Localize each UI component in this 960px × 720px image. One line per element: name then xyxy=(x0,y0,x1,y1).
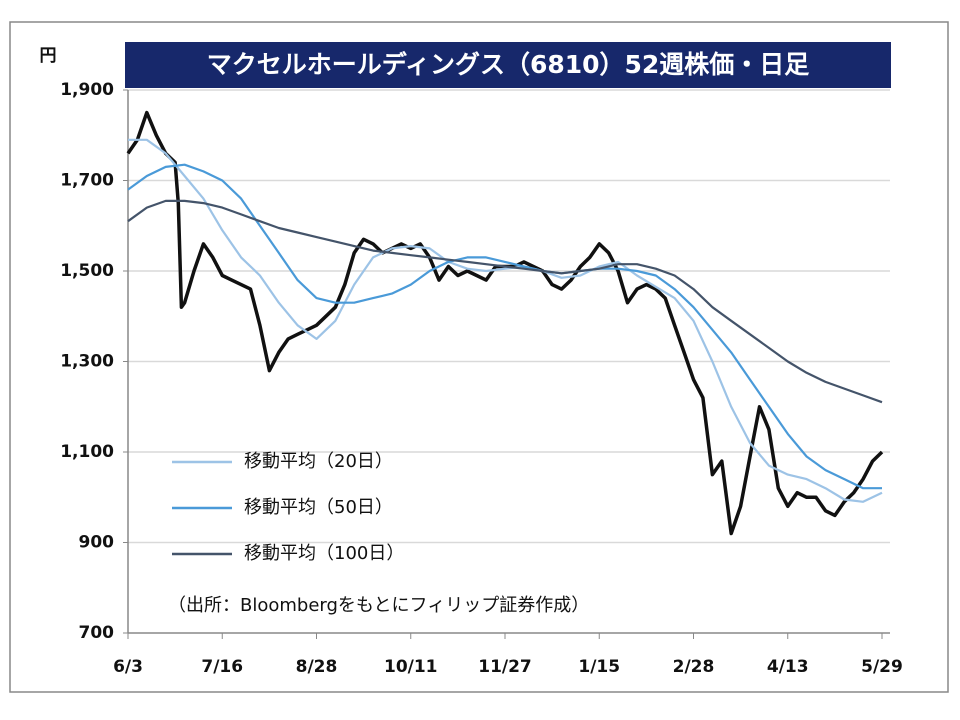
y-tick-label: 1,300 xyxy=(60,352,114,372)
x-tick-label: 4/13 xyxy=(767,657,809,677)
legend-label: 移動平均（20日） xyxy=(244,451,393,472)
legend-label: 移動平均（100日） xyxy=(244,543,404,564)
x-tick-label: 7/16 xyxy=(201,657,243,677)
x-tick-label: 1/15 xyxy=(578,657,620,677)
y-tick-label: 1,500 xyxy=(60,261,114,281)
y-tick-label: 1,900 xyxy=(60,80,114,100)
x-tick-label: 2/28 xyxy=(673,657,715,677)
y-tick-label: 900 xyxy=(79,533,115,553)
x-tick-label: 6/3 xyxy=(113,657,143,677)
chart-title: マクセルホールディングス（6810）52週株価・日足 xyxy=(207,50,810,79)
title-bar xyxy=(125,42,891,88)
y-unit: 円 xyxy=(40,46,57,66)
legend-label: 移動平均（50日） xyxy=(244,497,393,518)
chart-frame xyxy=(9,21,949,693)
moving-average-line xyxy=(128,138,883,503)
x-tick-label: 10/11 xyxy=(384,657,438,677)
x-tick-label: 5/29 xyxy=(861,657,903,677)
price-line xyxy=(126,110,884,536)
moving-average-line xyxy=(127,163,882,490)
y-tick-label: 700 xyxy=(79,623,115,643)
source-note: （出所：Bloombergをもとにフィリップ証券作成） xyxy=(168,595,589,616)
moving-average-line xyxy=(127,199,883,404)
y-tick-label: 1,100 xyxy=(60,442,114,462)
x-tick-label: 8/28 xyxy=(296,657,338,677)
x-tick-label: 11/27 xyxy=(478,657,532,677)
y-tick-label: 1,700 xyxy=(60,171,114,191)
